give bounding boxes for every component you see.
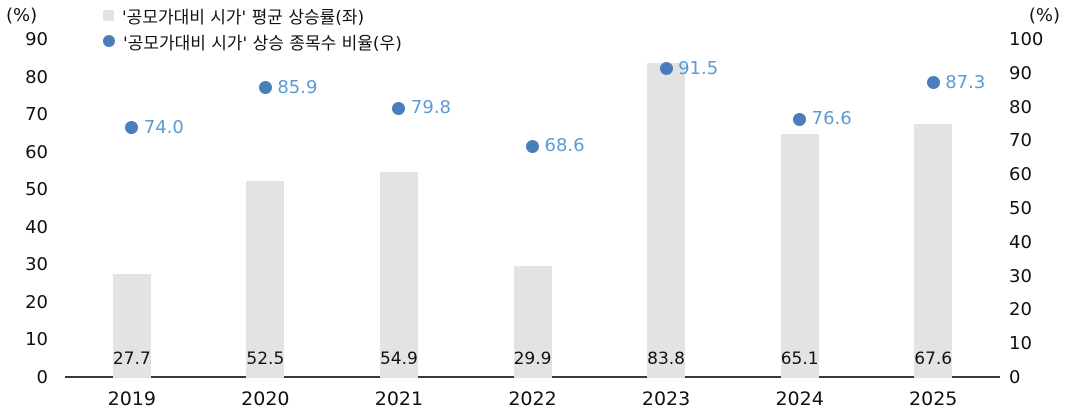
bar [914,124,953,378]
legend-item-bar-series: '공모가대비 시가' 평균 상승률(좌) [103,2,402,28]
dot-value-label: 74.0 [143,116,184,138]
bar-value-label: 83.8 [647,349,685,369]
bar-value-label: 27.7 [112,349,151,369]
left-axis-tick-label: 30 [25,254,48,276]
legend-item-dot-series: '공모가대비 시가' 상승 종목수 비율(우) [103,28,402,54]
dot-value-label: 76.6 [811,108,852,130]
bar-value-label: 54.9 [379,349,418,369]
x-axis-category-label: 2024 [775,388,824,410]
right-axis-tick-label: 90 [1009,62,1032,84]
legend: '공모가대비 시가' 평균 상승률(좌) '공모가대비 시가' 상승 종목수 비… [103,2,402,54]
right-axis-tick-label: 60 [1009,164,1032,186]
legend-label-dot-series: '공모가대비 시가' 상승 종목수 비율(우) [123,33,402,54]
bar-series-swatch-icon [103,9,114,21]
x-axis-category-label: 2022 [508,388,557,410]
bar [246,180,285,378]
dot-marker [659,62,673,76]
dot-value-label: 85.9 [277,76,318,98]
x-axis-category-label: 2023 [641,388,691,410]
right-axis-tick-label: 40 [1009,231,1032,253]
x-axis-category-label: 2020 [241,388,290,410]
left-axis-tick-label: 90 [25,29,48,50]
legend-label-bar-series: '공모가대비 시가' 평균 상승률(좌) [122,7,365,28]
bar [379,171,418,378]
bar-value-label: 29.9 [513,349,552,369]
dot-value-label: 79.8 [410,97,451,119]
left-axis-tick-label: 10 [25,329,48,351]
x-axis-category-label: 2021 [374,388,424,410]
dot-marker [125,121,139,135]
dot-value-label: 91.5 [678,57,719,79]
dot-marker [258,81,272,95]
left-axis-tick-label: 60 [25,141,48,163]
right-axis-tick-label: 20 [1009,299,1032,321]
bar-value-label: 67.6 [914,349,953,369]
right-axis-tick-label: 50 [1009,198,1032,219]
bar [647,63,686,378]
left-axis-tick-label: 0 [36,367,48,388]
bar-value-label: 52.5 [246,349,285,369]
left-axis-tick-label: 80 [25,66,48,88]
left-axis-tick-label: 50 [25,179,48,201]
right-axis-tick-label: 30 [1009,265,1032,287]
right-axis-tick-label: 70 [1009,130,1032,152]
dot-series-swatch-icon [103,35,115,47]
dot-value-label: 87.3 [945,71,986,93]
dot-marker [793,112,807,126]
right-axis-tick-label: 100 [1009,29,1044,50]
right-axis-tick-label: 80 [1009,96,1032,118]
bar [112,273,151,378]
x-axis-category-label: 2025 [909,388,958,410]
right-axis-tick-label: 10 [1009,333,1032,355]
left-axis-tick-label: 20 [25,291,48,313]
dot-value-label: 68.6 [544,135,585,157]
right-axis-unit-label: (%) [1028,5,1060,26]
bar [780,133,819,378]
dot-marker [926,76,940,90]
bar [513,265,552,378]
left-axis-unit-label: (%) [6,5,38,26]
left-axis-tick-label: 70 [25,104,48,126]
left-axis-tick-label: 40 [25,216,48,238]
right-axis-tick-label: 0 [1009,367,1021,388]
dot-marker [392,101,406,115]
x-axis-category-label: 2019 [107,388,156,410]
bar-value-label: 65.1 [780,349,819,369]
dot-marker [526,139,539,153]
